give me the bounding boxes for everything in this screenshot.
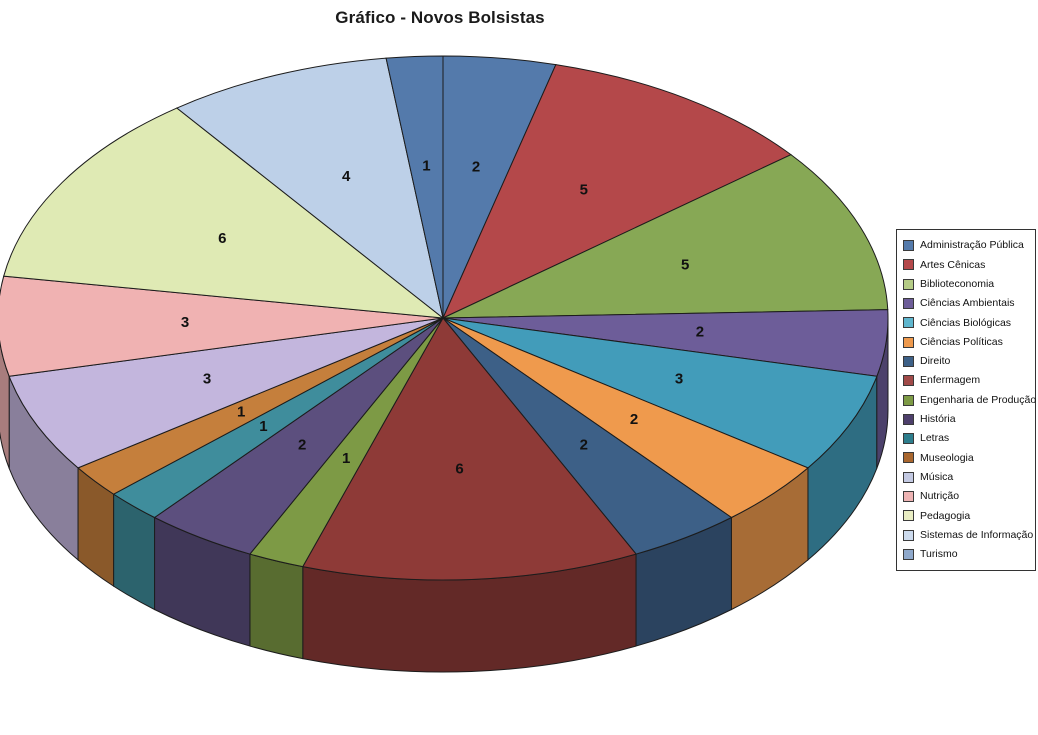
legend-item-label: Artes Cênicas xyxy=(920,258,986,271)
pie-slice[interactable] xyxy=(442,317,878,469)
legend-item[interactable]: Direito xyxy=(903,352,1031,371)
pie-slice[interactable] xyxy=(385,55,444,319)
pie-slice[interactable] xyxy=(8,317,444,469)
pie-slice-value-label: 1 xyxy=(422,157,430,174)
legend-item-label: Engenharia de Produção xyxy=(920,393,1037,406)
legend-item-label: Pedagogia xyxy=(920,509,971,522)
pie-slice-value-label: 3 xyxy=(181,314,189,331)
legend-color-swatch xyxy=(903,259,914,271)
legend-item[interactable]: Ciências Políticas xyxy=(903,332,1031,351)
pie-slice-value-label: 2 xyxy=(580,436,588,453)
legend-item[interactable]: Letras xyxy=(903,429,1031,448)
pie-slice-value-label: 1 xyxy=(259,418,267,435)
legend-color-swatch xyxy=(903,529,914,541)
pie-slice[interactable] xyxy=(442,154,889,319)
legend-item-label: Museologia xyxy=(920,451,974,464)
pie-slice[interactable] xyxy=(302,317,637,581)
legend-item-label: História xyxy=(920,413,956,426)
pie-slice[interactable] xyxy=(175,57,444,320)
legend-item[interactable]: Artes Cênicas xyxy=(903,255,1031,274)
pie-3d-sides xyxy=(0,317,889,673)
pie-slice-value-label: 2 xyxy=(298,436,306,453)
legend-color-swatch xyxy=(903,394,914,406)
legend-item[interactable]: Biblioteconomia xyxy=(903,275,1031,294)
legend-item[interactable]: Enfermagem xyxy=(903,371,1031,390)
legend-color-swatch xyxy=(903,548,914,560)
legend-item-label: Enfermagem xyxy=(920,374,981,387)
page-title: Gráfico - Novos Bolsistas xyxy=(335,8,545,27)
pie-slice-side xyxy=(249,553,304,660)
legend-item-label: Ciências Biológicas xyxy=(920,316,1012,329)
pie-slice-value-label: 6 xyxy=(218,230,226,247)
legend-item-label: Nutrição xyxy=(920,490,960,503)
legend-item-label: Ciências Políticas xyxy=(920,335,1003,348)
pie-top-faces xyxy=(0,55,889,581)
legend-item[interactable]: História xyxy=(903,410,1031,429)
legend-item-label: Música xyxy=(920,470,954,483)
pie-slice-value-label: 5 xyxy=(681,256,689,273)
legend-color-swatch xyxy=(903,278,914,290)
legend-item[interactable]: Sistemas de Informação xyxy=(903,525,1034,544)
legend-item-label: Direito xyxy=(920,355,951,368)
legend-item[interactable]: Pedagogia xyxy=(903,506,1031,525)
legend-color-swatch xyxy=(903,336,914,348)
legend-item-label: Letras xyxy=(920,432,950,445)
legend-color-swatch xyxy=(903,240,914,252)
legend-color-swatch xyxy=(903,510,914,522)
legend-item-label: Ciências Ambientais xyxy=(920,297,1015,310)
legend-color-swatch xyxy=(903,375,914,387)
legend-item[interactable]: Administração Pública xyxy=(903,236,1031,255)
pie-slice-value-label: 2 xyxy=(472,158,480,175)
legend-color-swatch xyxy=(903,433,914,445)
legend-item-label: Biblioteconomia xyxy=(920,277,995,290)
pie-slice[interactable] xyxy=(441,64,792,320)
legend: Administração Pública Artes Cênicas Biblio… xyxy=(896,229,1036,572)
legend-color-swatch xyxy=(903,298,914,310)
legend-item[interactable]: Engenharia de Produção xyxy=(903,390,1036,409)
legend-item[interactable]: Música xyxy=(903,468,1031,487)
legend-item[interactable]: Ciências Biológicas xyxy=(903,313,1031,332)
pie-slice-value-label: 5 xyxy=(580,182,588,199)
pie-slice-value-label: 1 xyxy=(342,450,350,467)
legend-color-swatch xyxy=(903,491,914,502)
pie-slice-value-label: 2 xyxy=(696,324,704,341)
pie-slice-value-label: 3 xyxy=(675,370,683,387)
legend-item[interactable]: Turismo xyxy=(903,545,1031,564)
legend-item-label: Turismo xyxy=(920,548,958,561)
legend-color-swatch xyxy=(903,452,914,464)
legend-item-label: Sistemas de Informação xyxy=(920,528,1034,541)
pie-slice-value-label: 1 xyxy=(237,404,245,421)
legend-color-swatch xyxy=(903,317,914,329)
legend-color-swatch xyxy=(903,355,914,367)
legend-item-label: Administração Pública xyxy=(920,239,1024,252)
legend-item[interactable]: Ciências Ambientais xyxy=(903,294,1031,313)
legend-item[interactable]: Museologia xyxy=(903,448,1031,467)
legend-color-swatch xyxy=(903,413,914,425)
legend-item[interactable]: Nutrição xyxy=(903,487,1031,506)
pie-slice[interactable] xyxy=(3,107,445,319)
pie-slice-value-label: 6 xyxy=(455,461,463,478)
pie-slice-value-label: 3 xyxy=(203,370,211,387)
pie-slice-value-label: 2 xyxy=(630,411,638,428)
legend-color-swatch xyxy=(903,471,914,483)
pie-slice[interactable] xyxy=(0,275,444,377)
pie-slice-value-label: 4 xyxy=(342,168,351,185)
